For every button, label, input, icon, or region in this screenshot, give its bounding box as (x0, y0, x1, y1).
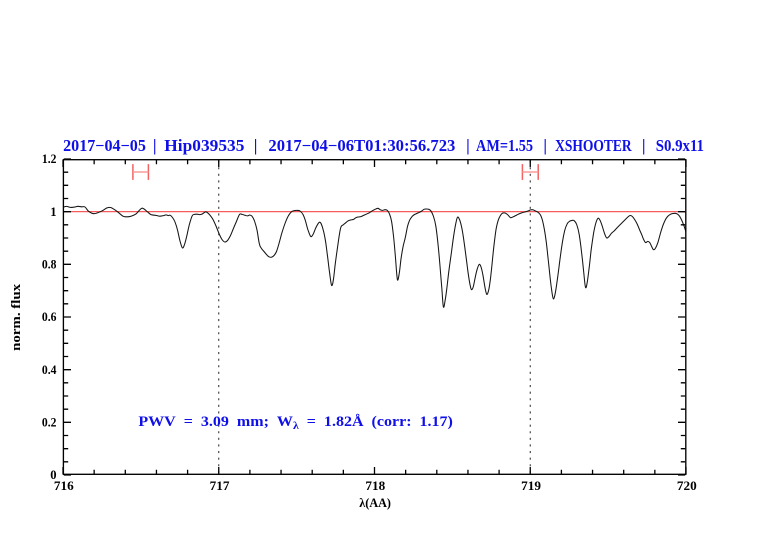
svg-text:|: | (543, 136, 547, 155)
svg-text:717: 717 (210, 479, 230, 493)
svg-text:|: | (642, 136, 646, 155)
svg-text:|: | (466, 136, 470, 155)
svg-text:719: 719 (521, 479, 541, 493)
svg-text:AM=1.55: AM=1.55 (476, 136, 533, 155)
svg-text:720: 720 (677, 479, 697, 493)
svg-text:1.2: 1.2 (42, 152, 57, 166)
svg-text:0.8: 0.8 (42, 258, 57, 272)
svg-text:0: 0 (50, 468, 56, 482)
svg-text:norm. flux: norm. flux (9, 283, 23, 351)
svg-text:0.4: 0.4 (42, 363, 57, 377)
svg-text:S0.9x11: S0.9x11 (656, 136, 704, 155)
svg-text:|: | (254, 136, 258, 155)
svg-text:λ(AA): λ(AA) (359, 496, 391, 510)
svg-text:XSHOOTER: XSHOOTER (555, 136, 632, 155)
svg-text:1: 1 (50, 205, 56, 219)
svg-text:Hip039535: Hip039535 (164, 136, 244, 155)
svg-text:718: 718 (365, 479, 385, 493)
svg-text:2017−04−05: 2017−04−05 (63, 136, 146, 155)
svg-text:0.2: 0.2 (42, 416, 57, 430)
svg-text:716: 716 (54, 479, 74, 493)
svg-text:2017−04−06T01:30:56.723: 2017−04−06T01:30:56.723 (268, 136, 455, 155)
svg-text:PWV = 3.09 mm; Wλ = 1.82: PWV = 3.09 mm; Wλ = 1.82Å (corr: 1.17) (138, 414, 453, 432)
svg-text:|: | (153, 136, 157, 155)
svg-text:0.6: 0.6 (42, 310, 57, 324)
